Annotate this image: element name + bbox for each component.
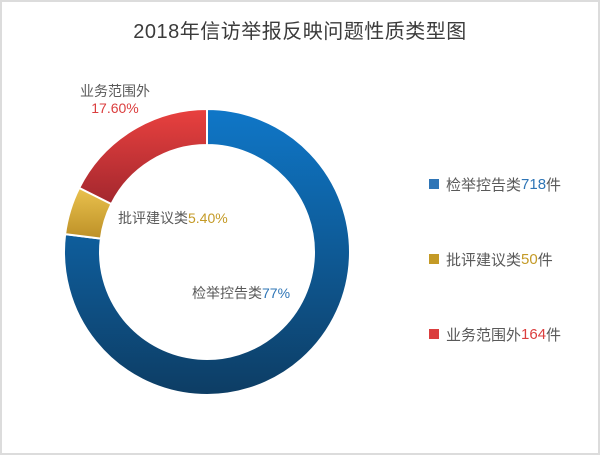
legend-value: 718 [521,175,547,193]
slice-label-name: 检举控告类 [192,285,262,301]
slice-label-percent: 17.60% [91,100,139,116]
legend-item-criticism-suggestions: 批评建议类 50 件 [429,249,553,269]
legend-unit: 件 [546,326,562,344]
slice-label-name: 业务范围外 [80,83,150,99]
slice-label-accusation-reports: 检举控告类77% [192,283,290,303]
legend-unit: 件 [546,176,562,194]
legend-unit: 件 [537,251,553,269]
donut-slice-accusation-reports [63,108,351,396]
legend-label: 检举控告类 [446,176,522,194]
slice-label-percent: 77% [262,285,291,301]
slice-label-name: 批评建议类 [118,210,188,226]
slice-label-percent: 5.40% [188,210,228,226]
legend-marker-icon [429,179,439,189]
slice-label-criticism-suggestions: 批评建议类5.40% [118,208,228,228]
legend-label: 批评建议类 [446,251,522,269]
slice-label-outside-business-scope: 业务范围外 17.60% [58,83,172,117]
legend: 检举控告类 718 件 批评建议类 50 件 业务范围外 164 件 [429,2,594,453]
legend-item-outside-business-scope: 业务范围外 164 件 [429,324,561,344]
legend-marker-icon [429,329,439,339]
legend-value: 164 [521,325,547,343]
legend-item-accusation-reports: 检举控告类 718 件 [429,174,561,194]
legend-value: 50 [521,250,538,268]
chart-title: 2018年信访举报反映问题性质类型图 [133,21,467,43]
legend-label: 业务范围外 [446,326,522,344]
legend-marker-icon [429,254,439,264]
donut-slice-outside-business-scope [78,108,208,206]
